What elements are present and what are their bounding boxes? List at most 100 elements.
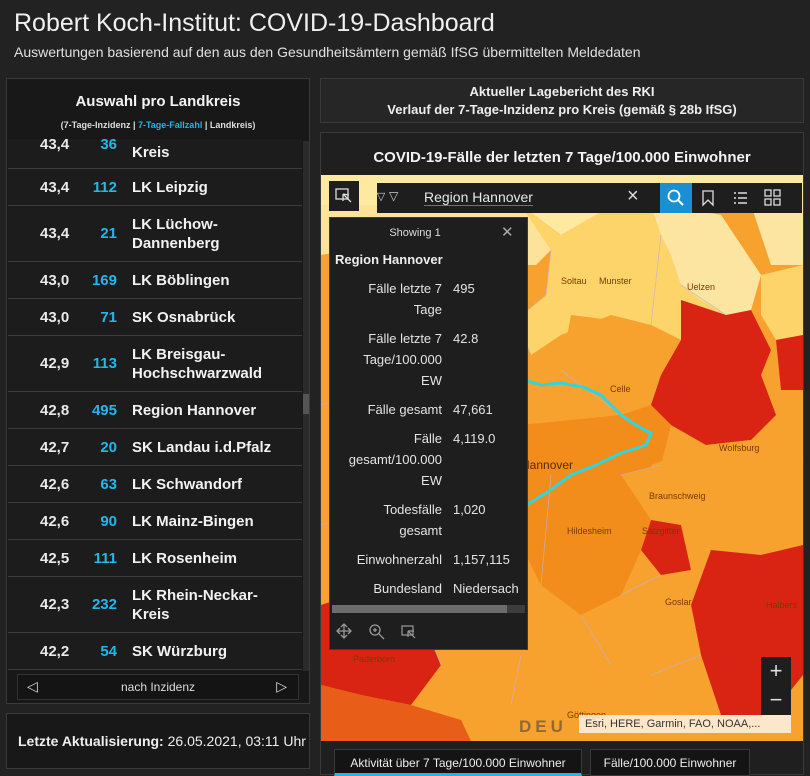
select-tool-button[interactable] (329, 181, 359, 211)
feature-popup: Showing 1 ✕ Region Hannover Fälle letzte… (329, 217, 528, 650)
zoom-in-button[interactable]: + (769, 658, 783, 683)
district-name: LK Böblingen (132, 272, 230, 289)
search-input[interactable]: Region Hannover (424, 189, 533, 206)
basemap-gallery-icon[interactable] (763, 188, 783, 208)
popup-field-value: 47,661 (453, 402, 493, 417)
district-case-count: 54 (100, 643, 117, 660)
popup-field-value: 1,157,115 (453, 552, 510, 567)
popup-close-icon[interactable]: ✕ (501, 224, 514, 241)
district-case-count: 232 (91, 596, 117, 613)
district-incidence: 43,0 (40, 309, 70, 326)
bookmark-icon[interactable] (700, 189, 716, 207)
district-name: SK Würzburg (132, 643, 227, 660)
district-incidence: 42,3 (40, 596, 70, 613)
popup-field-value: Niedersach (453, 581, 519, 596)
zoom-controls: + − (761, 657, 791, 715)
search-icon (667, 189, 684, 206)
district-list[interactable]: 43,4 36 Kreis 43,4 112 LK Leipzig 43,4 21 LK Lüc… (8, 139, 302, 675)
report-line-2: Verlauf der 7-Tage-Inzidenz pro Kreis (g… (387, 102, 737, 117)
map-pointer-icon (335, 188, 352, 203)
pager-label: nach Inzidenz (120, 680, 196, 694)
district-list-legend: (7-Tage-Inzidenz | 7-Tage-Fallzahl | Lan… (7, 120, 309, 130)
district-name: Kreis (132, 144, 170, 161)
last-update-label: Letzte Aktualisierung: (18, 733, 164, 749)
district-name: LK Schwandorf (132, 476, 243, 493)
district-row[interactable]: 43,4 21 LK Lüchow- Dannenberg (8, 206, 302, 262)
report-line-1: Aktueller Lagebericht des RKI (469, 84, 655, 99)
district-incidence: 42,7 (40, 439, 70, 456)
district-name: LK Mainz-Bingen (132, 513, 254, 530)
district-incidence: 43,4 (40, 139, 70, 153)
tab-activity-7-days[interactable]: Aktivität über 7 Tage/100.000 Einwohner (334, 749, 582, 776)
popup-field-label: Bundesland (373, 581, 442, 596)
list-scrollbar-thumb[interactable] (303, 394, 309, 414)
popup-field-value: 1,020 (453, 502, 486, 517)
district-incidence: 42,6 (40, 513, 70, 530)
pager-prev-button[interactable]: ◁ (27, 678, 38, 694)
last-update-box: Letzte Aktualisierung: 26.05.2021, 03:11… (6, 713, 310, 769)
legend-part-b: 7-Tage-Fallzahl (137, 120, 203, 130)
legend-part-a: (7-Tage-Inzidenz | (60, 120, 138, 130)
district-row[interactable]: 43,0 71 SK Osnabrück (8, 299, 302, 336)
district-case-count: 495 (91, 402, 117, 419)
district-case-count: 112 (92, 179, 117, 196)
district-name: SK Osnabrück (132, 309, 236, 326)
search-source-chevron-icon[interactable]: ▽ (389, 189, 399, 203)
search-button[interactable] (660, 183, 692, 213)
district-row[interactable]: 43,4 112 LK Leipzig (8, 169, 302, 206)
popup-scrollbar-thumb[interactable] (332, 605, 507, 613)
last-update-value: 26.05.2021, 03:11 Uhr (163, 733, 306, 749)
map-label-munster: Munster (599, 276, 632, 286)
district-row[interactable]: 42,7 20 SK Landau i.d.Pfalz (8, 429, 302, 466)
district-row[interactable]: 42,6 90 LK Mainz-Bingen (8, 503, 302, 540)
map-label-salzgitter: Salzgitter (642, 526, 680, 536)
district-row[interactable]: 42,6 63 LK Schwandorf (8, 466, 302, 503)
district-row[interactable]: 42,8 495 Region Hannover (8, 392, 302, 429)
map-panel: COVID-19-Fälle der letzten 7 Tage/100.00… (320, 132, 804, 776)
map-title: COVID-19-Fälle der letzten 7 Tage/100.00… (373, 149, 751, 166)
legend-list-icon[interactable] (732, 189, 748, 207)
district-row[interactable]: 42,9 113 LK Breisgau- Hochschwarzwald (8, 336, 302, 392)
district-case-count: 21 (100, 225, 117, 242)
popup-field-label: Fälle gesamt (367, 402, 442, 417)
district-name: LK Rosenheim (132, 550, 238, 567)
district-name: LK Leipzig (132, 179, 208, 196)
district-row[interactable]: 43,0 169 LK Böblingen (8, 262, 302, 299)
list-pager: ◁ nach Inzidenz ▷ (17, 674, 299, 700)
report-link[interactable]: Aktueller Lagebericht des RKI Verlauf de… (320, 78, 804, 123)
map-label-hildesheim: Hildesheim (567, 526, 612, 536)
popup-region-name: Region Hannover (335, 252, 443, 267)
map-view[interactable]: Soltau Munster Uelzen Celle Hannover Wol… (321, 175, 803, 741)
zoom-out-button[interactable]: − (769, 687, 783, 712)
popup-header: Showing 1 (389, 227, 441, 239)
last-update-text: Letzte Aktualisierung: 26.05.2021, 03:11… (18, 733, 306, 749)
district-row[interactable]: 42,3 232 LK Rhein-Neckar- Kreis (8, 577, 302, 633)
legend-part-c: | Landkreis) (202, 120, 256, 130)
district-row[interactable]: 42,2 54 SK Würzburg (8, 633, 302, 670)
district-incidence: 43,0 (40, 272, 70, 289)
popup-field-label: Einwohnerzahl (356, 552, 442, 567)
header: Robert Koch-Institut: COVID-19-Dashboard… (0, 0, 810, 68)
district-row[interactable]: 43,4 36 Kreis (8, 139, 302, 169)
layer-dropdown-icon[interactable]: ▽ (376, 191, 386, 203)
pager-next-button[interactable]: ▷ (276, 678, 287, 694)
map-label-paderborn: Paderborn (353, 654, 396, 664)
map-label-soltau: Soltau (561, 276, 587, 286)
district-case-count: 111 (93, 550, 117, 567)
district-row[interactable]: 42,5 111 LK Rosenheim (8, 540, 302, 577)
select-feature-icon[interactable] (400, 623, 418, 641)
map-label-hannover: Hannover (521, 458, 574, 472)
map-label-uelzen: Uelzen (687, 282, 716, 292)
map-attribution: Esri, HERE, Garmin, FAO, NOAA,... (579, 715, 791, 733)
district-incidence: 42,5 (40, 550, 70, 567)
district-case-count: 113 (92, 355, 117, 372)
map-watermark: DEU (519, 717, 567, 736)
search-input-value: Region Hannover (424, 189, 533, 206)
popup-field-value: 495 (453, 281, 475, 296)
district-case-count: 71 (100, 309, 117, 326)
district-incidence: 43,4 (40, 179, 70, 196)
pan-to-icon[interactable] (336, 623, 352, 639)
clear-search-icon[interactable]: × (627, 185, 639, 207)
tab-cases-per-100k[interactable]: Fälle/100.000 Einwohner (590, 749, 750, 776)
zoom-to-icon[interactable] (368, 623, 386, 641)
